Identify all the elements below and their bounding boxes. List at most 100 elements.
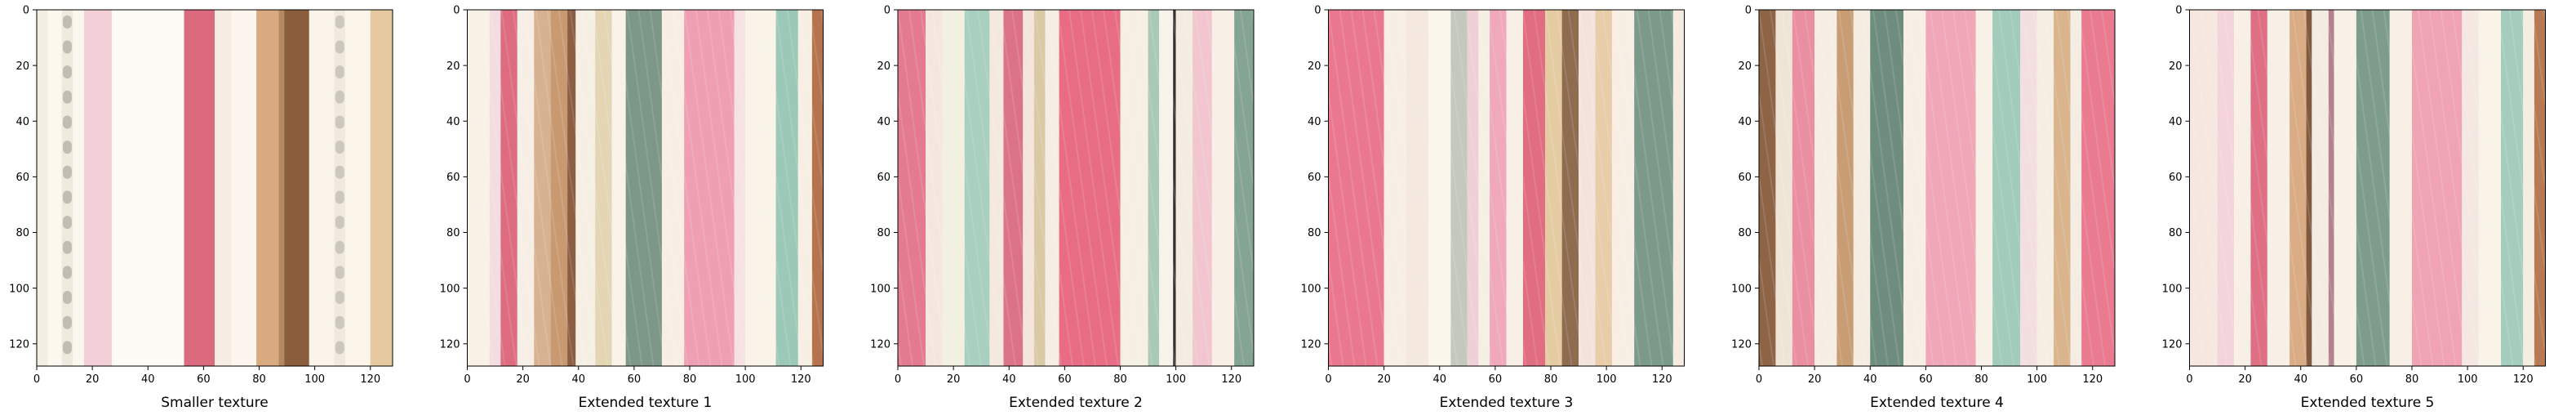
texture-stripe bbox=[1478, 10, 1490, 366]
texture-stripe bbox=[2250, 10, 2267, 366]
texture-stripe bbox=[1234, 10, 1254, 366]
texture-hatch bbox=[649, 10, 700, 366]
texture-hatch bbox=[477, 10, 529, 366]
texture-dash bbox=[335, 65, 344, 79]
y-tick-label: 60 bbox=[2169, 172, 2183, 184]
texture-hatch bbox=[2485, 10, 2537, 366]
panels: 0 20 40 60 80 100 120 0 20 40 60 80 100 120 Smaller te… bbox=[9, 5, 2546, 411]
texture-hatch bbox=[1544, 10, 1596, 366]
texture-hatch bbox=[1941, 10, 1992, 366]
texture-stripe bbox=[1490, 10, 1507, 366]
y-tick-label: 40 bbox=[16, 116, 29, 128]
texture-hatch bbox=[1987, 10, 2037, 366]
texture-hatch bbox=[1872, 10, 1923, 366]
texture-hatch bbox=[1759, 10, 1809, 366]
texture-hatch bbox=[740, 10, 792, 366]
texture-stripe bbox=[611, 10, 626, 366]
texture-dash bbox=[63, 266, 72, 279]
texture-hatch bbox=[898, 170, 925, 366]
texture-hatch bbox=[557, 10, 609, 366]
y-tick-label: 0 bbox=[2175, 5, 2182, 17]
texture-hatch bbox=[1567, 10, 1619, 366]
texture-hatch bbox=[1601, 10, 1653, 366]
texture-stripe bbox=[926, 10, 943, 366]
texture-hatch bbox=[2531, 10, 2546, 111]
texture-hatch bbox=[797, 10, 824, 194]
texture-stripe bbox=[1870, 10, 1904, 366]
texture-stripe bbox=[625, 10, 662, 366]
texture-stripe bbox=[2462, 10, 2479, 366]
texture-stripe bbox=[2081, 10, 2115, 366]
texture-stripe bbox=[734, 10, 746, 366]
texture-hatch bbox=[1441, 10, 1493, 366]
y-tick-label: 120 bbox=[9, 338, 29, 351]
texture-hatch bbox=[1240, 10, 1254, 111]
texture-stripe bbox=[2054, 10, 2071, 366]
texture-hatch bbox=[1328, 87, 1367, 366]
panel-3: 0 20 40 60 80 100 120 0 20 40 60 80 100 120 Extended t… bbox=[870, 5, 1255, 411]
x-tick-label: 0 bbox=[33, 373, 40, 386]
texture-dash bbox=[335, 240, 344, 254]
texture-stripe bbox=[1506, 10, 1523, 366]
texture-hatch bbox=[1206, 10, 1254, 360]
x-tick-label: 20 bbox=[86, 373, 100, 386]
texture-hatch bbox=[1114, 10, 1165, 366]
texture-stripe bbox=[184, 10, 215, 366]
texture-hatch bbox=[1057, 10, 1108, 366]
texture-hatch bbox=[489, 10, 540, 366]
texture-hatch bbox=[695, 10, 746, 366]
texture-hatch bbox=[1952, 10, 2003, 366]
axes-frame bbox=[36, 9, 393, 367]
texture-stripe bbox=[661, 10, 685, 366]
texture-dash bbox=[335, 315, 344, 329]
texture-hatch bbox=[467, 252, 483, 366]
texture-hatch bbox=[1907, 10, 1957, 366]
texture-hatch bbox=[523, 10, 575, 366]
texture-hatch bbox=[1590, 10, 1641, 366]
texture-hatch bbox=[1228, 10, 1254, 194]
texture-hatch bbox=[1670, 10, 1685, 111]
x-axis-label: Smaller texture bbox=[161, 395, 268, 411]
texture-hatch bbox=[467, 10, 517, 366]
y-tick-label: 80 bbox=[1738, 227, 1752, 239]
texture-hatch bbox=[1770, 10, 1820, 366]
axes-frame bbox=[897, 9, 1255, 367]
x-tick-label: 80 bbox=[1113, 373, 1127, 386]
y-tick-label: 100 bbox=[2162, 283, 2183, 295]
texture-hatch bbox=[2021, 10, 2072, 366]
texture-hatch bbox=[535, 10, 586, 366]
texture-hatch bbox=[2440, 10, 2491, 366]
texture-stripe bbox=[1173, 10, 1176, 366]
texture-stripe bbox=[1561, 10, 1579, 366]
y-tick-label: 120 bbox=[2162, 338, 2183, 351]
texture-dash bbox=[63, 291, 72, 305]
y-tick-label: 40 bbox=[2169, 116, 2183, 128]
texture-hatch bbox=[2055, 10, 2106, 366]
texture-hatch bbox=[1759, 252, 1774, 366]
texture-hatch bbox=[1476, 10, 1527, 366]
y-tick-label: 60 bbox=[1308, 172, 1321, 184]
texture-stripe bbox=[231, 10, 257, 366]
texture-hatch bbox=[977, 10, 1028, 366]
y-tick-label: 20 bbox=[2169, 60, 2183, 73]
texture-stripe bbox=[595, 10, 612, 366]
texture-hatch bbox=[1160, 10, 1210, 366]
x-tick-label: 20 bbox=[2238, 373, 2252, 386]
texture-hatch bbox=[1080, 10, 1130, 366]
texture-hatch bbox=[1373, 10, 1424, 366]
texture-stripe bbox=[1975, 10, 1993, 366]
texture-hatch bbox=[2223, 10, 2274, 366]
texture-stripe bbox=[1023, 10, 1034, 366]
texture-hatch bbox=[1850, 10, 1900, 366]
y-tick-label: 80 bbox=[16, 227, 29, 239]
texture-hatch bbox=[1464, 10, 1516, 366]
texture-stripe bbox=[550, 10, 568, 366]
texture-stripe bbox=[1328, 10, 1384, 366]
x-tick-label: 40 bbox=[1002, 373, 1016, 386]
texture-stripe bbox=[811, 10, 824, 366]
y-tick-label: 20 bbox=[446, 60, 460, 73]
texture-stripe bbox=[61, 10, 73, 366]
texture-stripe bbox=[284, 10, 309, 366]
